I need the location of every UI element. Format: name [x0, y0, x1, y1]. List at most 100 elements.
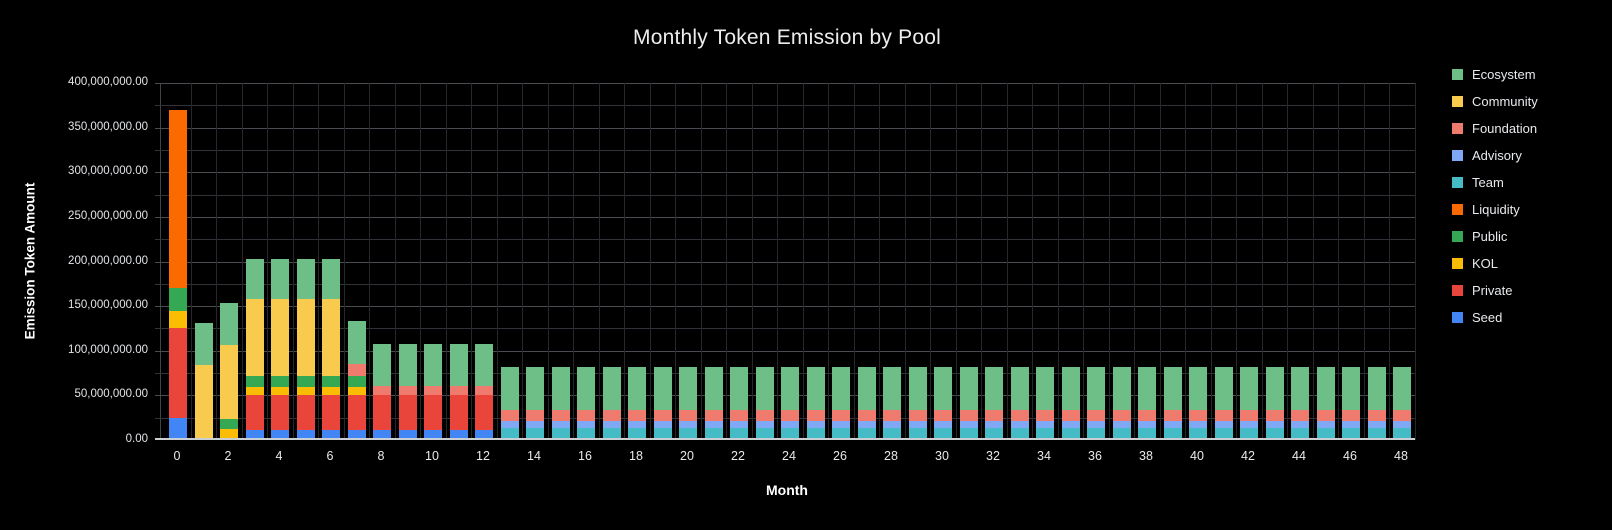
- bar-team-month-29[interactable]: [908, 427, 927, 440]
- bar-ecosystem-month-5[interactable]: [296, 258, 315, 299]
- bar-seed-month-0[interactable]: [169, 417, 187, 440]
- bar-foundation-month-33[interactable]: [1010, 410, 1029, 421]
- bar-ecosystem-month-13[interactable]: [500, 367, 519, 411]
- bar-ecosystem-month-36[interactable]: [1087, 367, 1105, 411]
- bar-advisory-month-45[interactable]: [1316, 420, 1335, 428]
- bar-kol-month-7[interactable]: [347, 387, 366, 396]
- bar-ecosystem-month-4[interactable]: [271, 258, 289, 299]
- bar-liquidity-month-0[interactable]: [169, 109, 187, 289]
- bar-ecosystem-month-40[interactable]: [1189, 367, 1207, 411]
- bar-ecosystem-month-44[interactable]: [1291, 367, 1309, 411]
- bar-private-month-11[interactable]: [449, 395, 468, 430]
- bar-foundation-month-27[interactable]: [857, 410, 876, 421]
- bar-foundation-month-35[interactable]: [1061, 410, 1080, 421]
- bar-public-month-0[interactable]: [169, 288, 187, 311]
- bar-advisory-month-30[interactable]: [934, 420, 952, 428]
- bar-kol-month-3[interactable]: [245, 387, 264, 396]
- bar-ecosystem-month-33[interactable]: [1010, 367, 1029, 411]
- bar-foundation-month-20[interactable]: [679, 410, 697, 421]
- bar-foundation-month-31[interactable]: [959, 410, 978, 421]
- bar-foundation-month-47[interactable]: [1367, 410, 1386, 421]
- bar-ecosystem-month-38[interactable]: [1138, 367, 1156, 411]
- bar-ecosystem-month-1[interactable]: [194, 323, 213, 366]
- bar-foundation-month-46[interactable]: [1342, 410, 1360, 421]
- bar-advisory-month-18[interactable]: [628, 420, 646, 428]
- bar-ecosystem-month-28[interactable]: [883, 367, 901, 411]
- bar-team-month-41[interactable]: [1214, 427, 1233, 440]
- bar-advisory-month-23[interactable]: [755, 420, 774, 428]
- bar-foundation-month-16[interactable]: [577, 410, 595, 421]
- bar-foundation-month-34[interactable]: [1036, 410, 1054, 421]
- bar-team-month-18[interactable]: [628, 427, 646, 440]
- bar-advisory-month-32[interactable]: [985, 420, 1003, 428]
- bar-team-month-20[interactable]: [679, 427, 697, 440]
- bar-foundation-month-39[interactable]: [1163, 410, 1182, 421]
- bar-foundation-month-9[interactable]: [398, 385, 417, 396]
- bar-team-month-47[interactable]: [1367, 427, 1386, 440]
- bar-ecosystem-month-37[interactable]: [1112, 367, 1131, 411]
- bar-ecosystem-month-2[interactable]: [220, 302, 238, 346]
- bar-advisory-month-15[interactable]: [551, 420, 570, 428]
- bar-advisory-month-26[interactable]: [832, 420, 850, 428]
- bar-public-month-7[interactable]: [347, 375, 366, 388]
- bar-team-month-26[interactable]: [832, 427, 850, 440]
- bar-public-month-6[interactable]: [322, 375, 340, 388]
- bar-team-month-14[interactable]: [526, 427, 544, 440]
- bar-foundation-month-44[interactable]: [1291, 410, 1309, 421]
- bar-ecosystem-month-12[interactable]: [475, 343, 493, 386]
- bar-ecosystem-month-15[interactable]: [551, 367, 570, 411]
- bar-team-month-33[interactable]: [1010, 427, 1029, 440]
- bar-foundation-month-24[interactable]: [781, 410, 799, 421]
- bar-team-month-25[interactable]: [806, 427, 825, 440]
- bar-team-month-36[interactable]: [1087, 427, 1105, 440]
- bar-foundation-month-15[interactable]: [551, 410, 570, 421]
- bar-foundation-month-28[interactable]: [883, 410, 901, 421]
- bar-team-month-48[interactable]: [1393, 427, 1411, 440]
- bar-private-month-7[interactable]: [347, 395, 366, 430]
- bar-kol-month-0[interactable]: [169, 310, 187, 329]
- bar-foundation-month-40[interactable]: [1189, 410, 1207, 421]
- bar-kol-month-5[interactable]: [296, 387, 315, 396]
- bar-ecosystem-month-24[interactable]: [781, 367, 799, 411]
- bar-advisory-month-46[interactable]: [1342, 420, 1360, 428]
- bar-ecosystem-month-14[interactable]: [526, 367, 544, 411]
- bar-foundation-month-7[interactable]: [347, 364, 366, 376]
- bar-advisory-month-35[interactable]: [1061, 420, 1080, 428]
- bar-ecosystem-month-16[interactable]: [577, 367, 595, 411]
- bar-private-month-12[interactable]: [475, 395, 493, 430]
- bar-community-month-1[interactable]: [194, 365, 213, 440]
- bar-private-month-4[interactable]: [271, 395, 289, 430]
- bar-seed-month-9[interactable]: [398, 429, 417, 440]
- bar-team-month-17[interactable]: [602, 427, 621, 440]
- bar-ecosystem-month-27[interactable]: [857, 367, 876, 411]
- bar-advisory-month-33[interactable]: [1010, 420, 1029, 428]
- bar-seed-month-10[interactable]: [424, 429, 442, 440]
- bar-community-month-3[interactable]: [245, 299, 264, 376]
- bar-team-month-46[interactable]: [1342, 427, 1360, 440]
- bar-seed-month-6[interactable]: [322, 429, 340, 440]
- bar-advisory-month-39[interactable]: [1163, 420, 1182, 428]
- bar-ecosystem-month-25[interactable]: [806, 367, 825, 411]
- bar-team-month-21[interactable]: [704, 427, 723, 440]
- bar-team-month-16[interactable]: [577, 427, 595, 440]
- bar-private-month-10[interactable]: [424, 395, 442, 430]
- bar-team-month-32[interactable]: [985, 427, 1003, 440]
- bar-team-month-35[interactable]: [1061, 427, 1080, 440]
- bar-ecosystem-month-35[interactable]: [1061, 367, 1080, 411]
- bar-ecosystem-month-23[interactable]: [755, 367, 774, 411]
- bar-foundation-month-12[interactable]: [475, 385, 493, 396]
- bar-team-month-40[interactable]: [1189, 427, 1207, 440]
- bar-seed-month-4[interactable]: [271, 429, 289, 440]
- bar-team-month-37[interactable]: [1112, 427, 1131, 440]
- bar-advisory-month-37[interactable]: [1112, 420, 1131, 428]
- bar-foundation-month-36[interactable]: [1087, 410, 1105, 421]
- bar-private-month-0[interactable]: [169, 328, 187, 418]
- bar-advisory-month-34[interactable]: [1036, 420, 1054, 428]
- bar-advisory-month-42[interactable]: [1240, 420, 1258, 428]
- bar-foundation-month-8[interactable]: [373, 385, 391, 396]
- bar-advisory-month-28[interactable]: [883, 420, 901, 428]
- bar-kol-month-4[interactable]: [271, 387, 289, 396]
- bar-public-month-2[interactable]: [220, 419, 238, 430]
- bar-public-month-5[interactable]: [296, 375, 315, 388]
- bar-foundation-month-26[interactable]: [832, 410, 850, 421]
